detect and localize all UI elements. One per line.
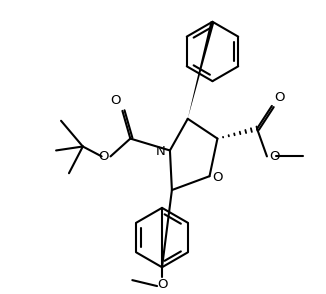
Text: O: O [274, 91, 284, 104]
Text: O: O [213, 171, 223, 184]
Text: O: O [98, 150, 109, 163]
Text: N: N [156, 145, 166, 158]
Text: O: O [269, 150, 279, 163]
Text: O: O [157, 278, 167, 291]
Polygon shape [188, 21, 215, 119]
Text: O: O [110, 94, 120, 107]
